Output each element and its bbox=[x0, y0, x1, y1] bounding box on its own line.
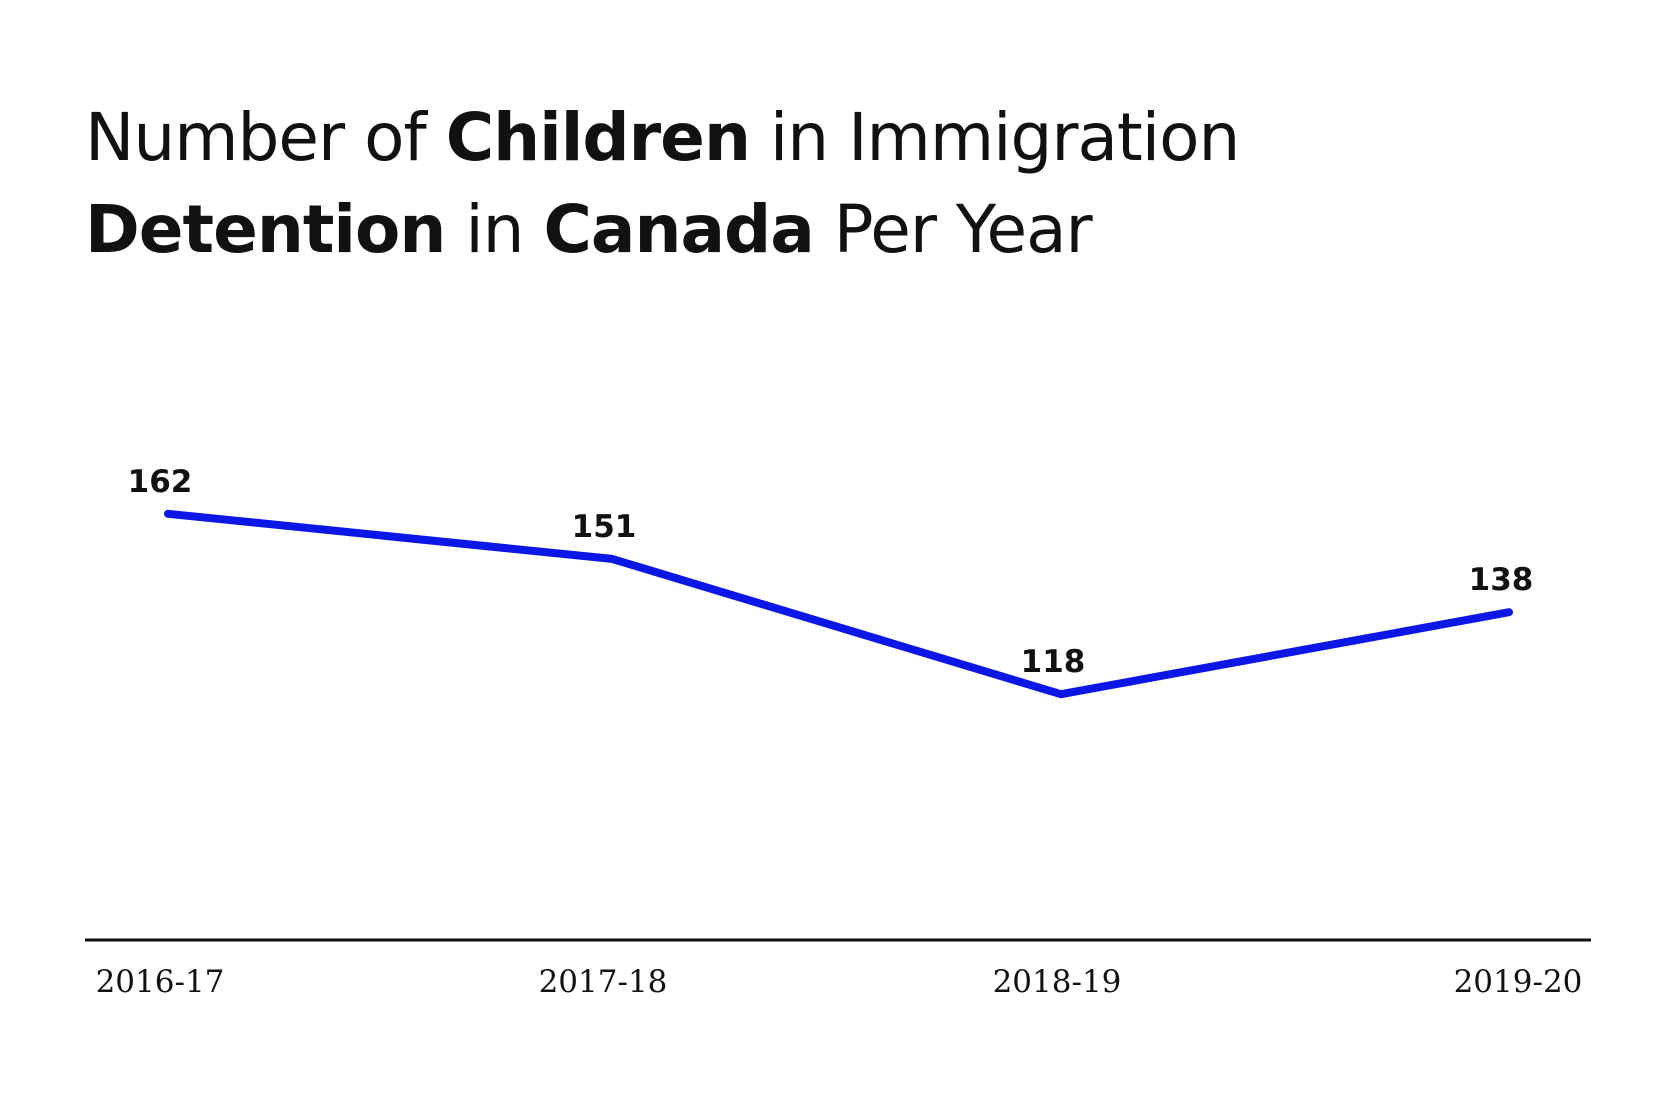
x-tick-label: 2018-19 bbox=[993, 964, 1122, 1000]
data-label: 151 bbox=[572, 509, 637, 545]
title-part: Canada bbox=[543, 191, 815, 268]
data-line bbox=[164, 509, 1513, 699]
title-part: Per Year bbox=[833, 191, 1093, 268]
title-part: Number of bbox=[85, 99, 427, 176]
x-tick-label: 2019-20 bbox=[1454, 964, 1583, 1000]
data-label: 118 bbox=[1021, 644, 1086, 680]
data-label: 162 bbox=[128, 464, 193, 500]
title-part: in bbox=[465, 191, 524, 268]
x-tick-label: 2017-18 bbox=[539, 964, 668, 1000]
title-part: Children bbox=[445, 99, 751, 176]
title-part: in Immigration bbox=[769, 99, 1240, 176]
title-part: Detention bbox=[85, 191, 446, 268]
x-tick-label: 2016-17 bbox=[96, 964, 225, 1000]
chart-title: Number of Children in Immigration Detent… bbox=[85, 92, 1240, 276]
data-label: 138 bbox=[1469, 562, 1534, 598]
